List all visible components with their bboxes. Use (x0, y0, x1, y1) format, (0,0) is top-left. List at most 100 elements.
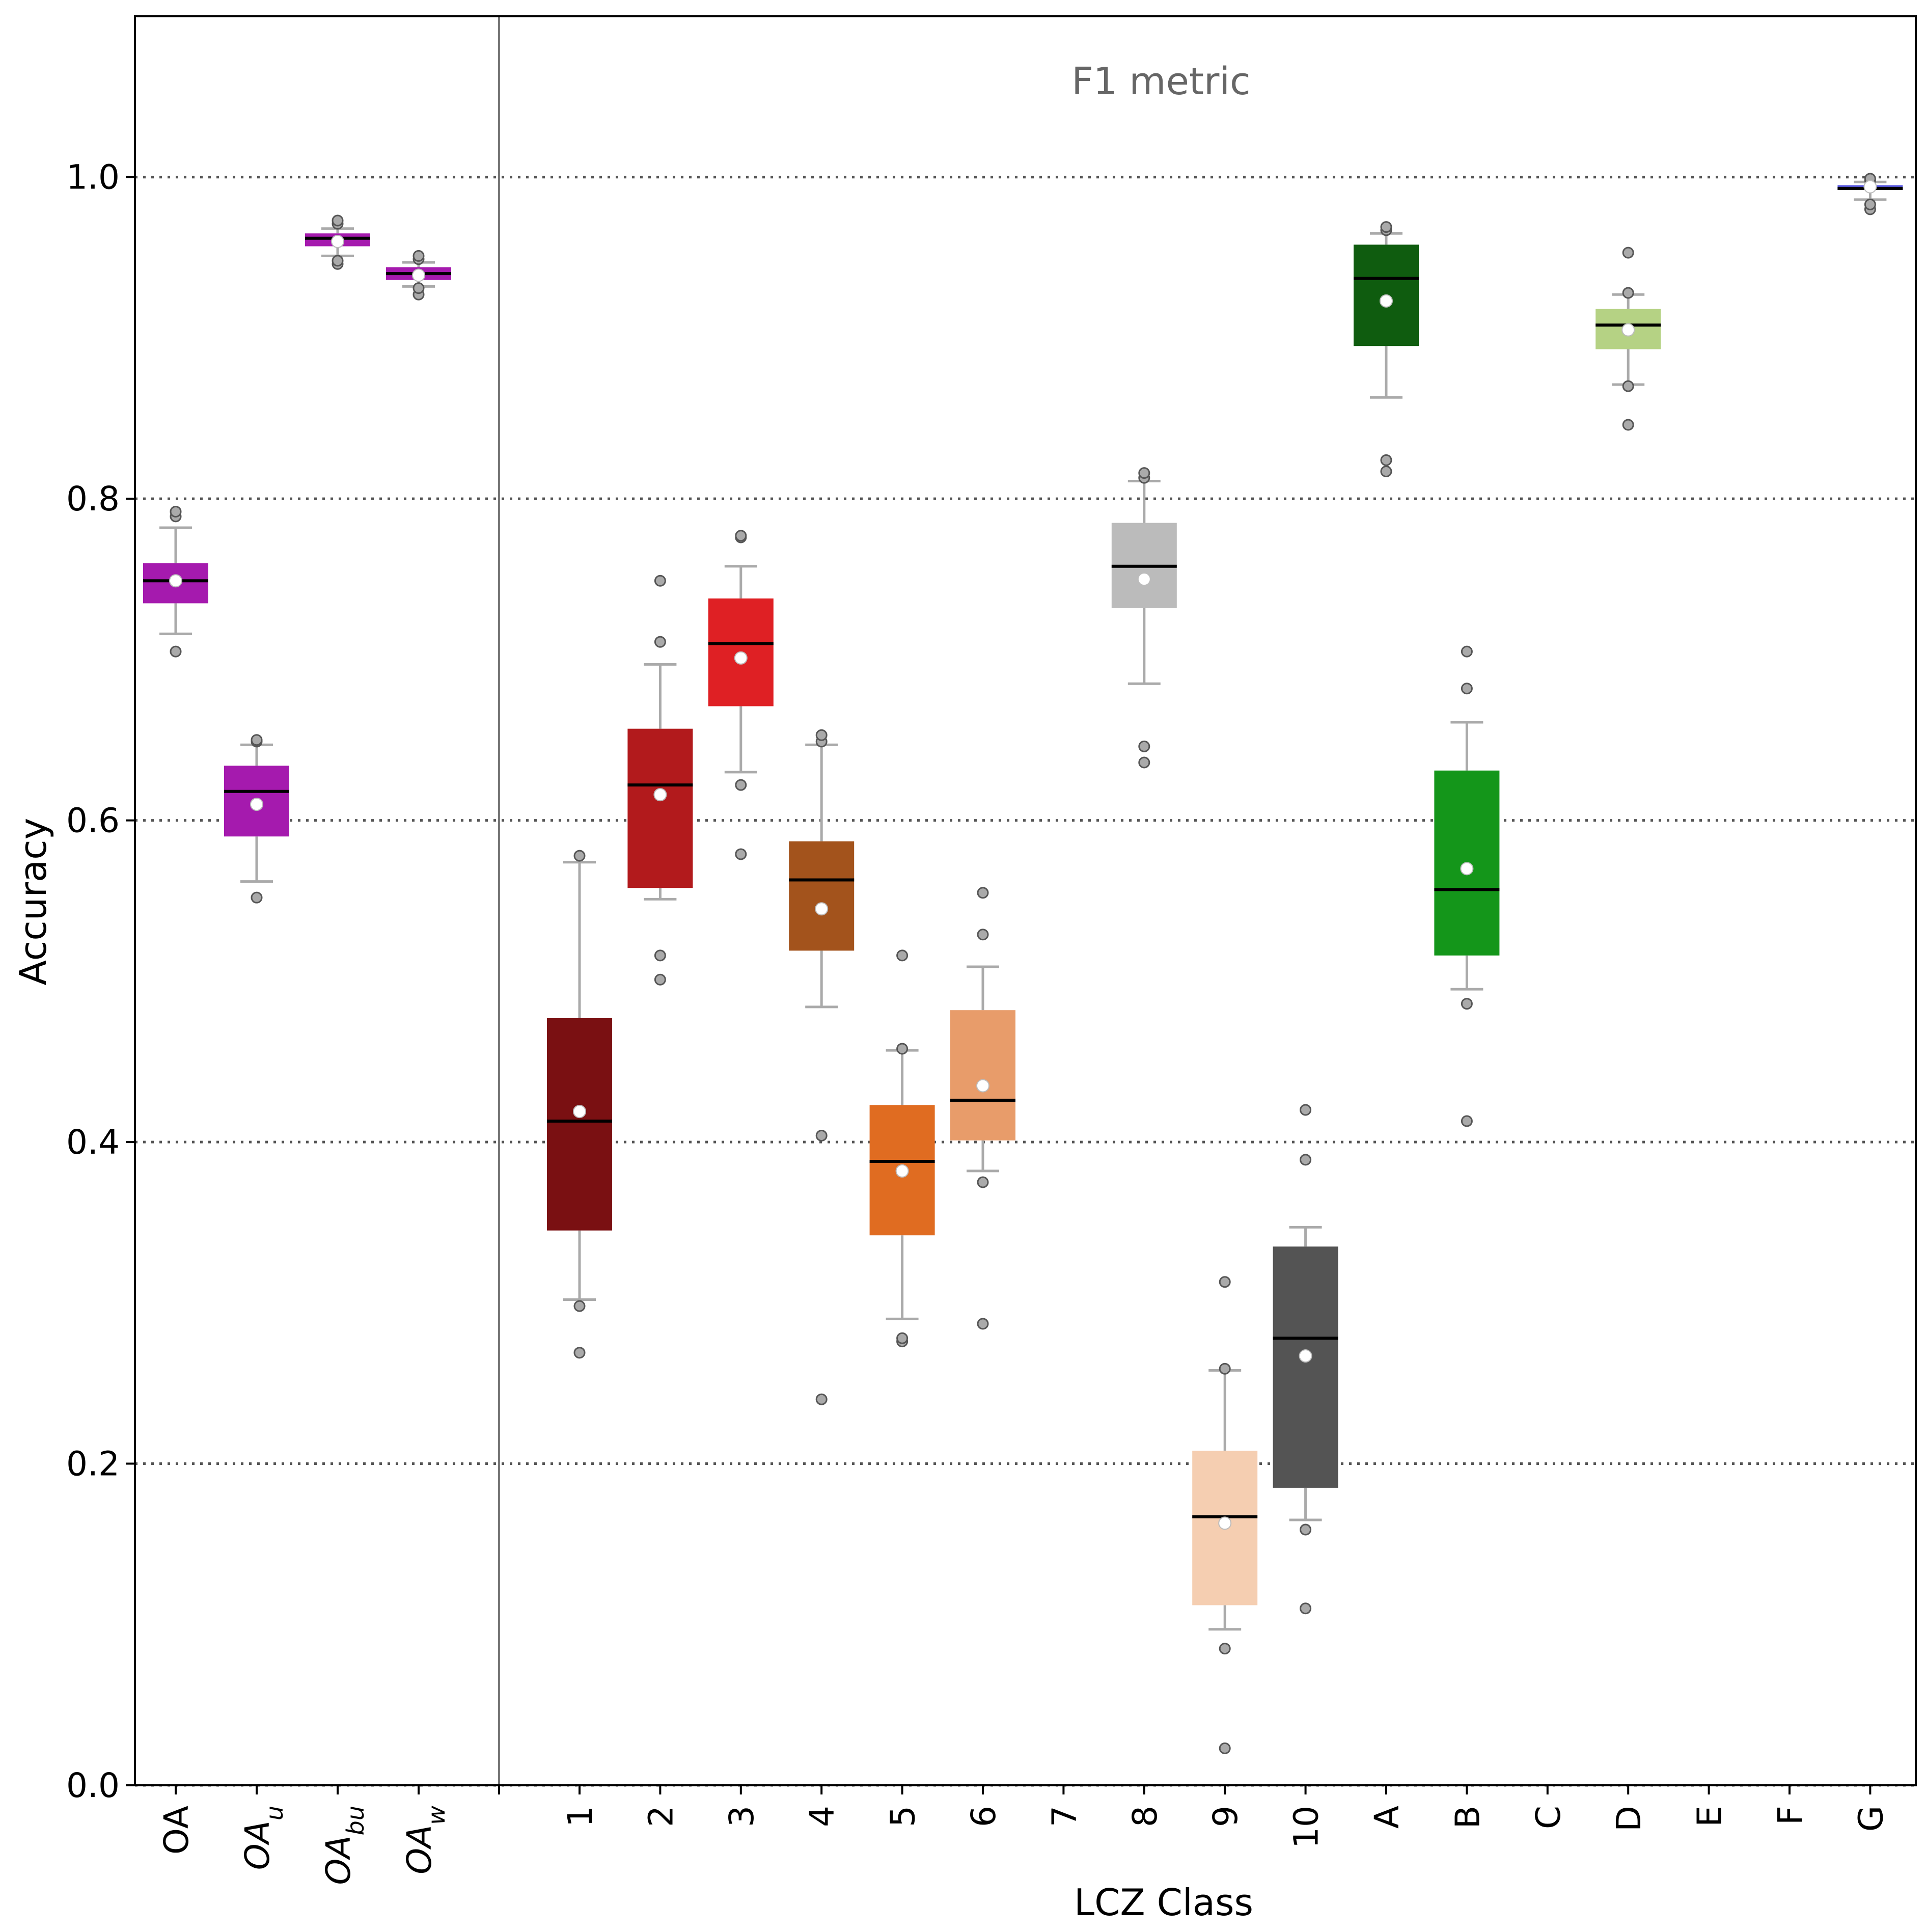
outlier-point (1138, 756, 1150, 769)
boxes (143, 173, 1903, 1754)
x-axis-label: LCZ Class (1074, 1881, 1253, 1924)
mean-marker (412, 268, 425, 282)
x-tick-label: 3 (722, 1806, 761, 1827)
outlier-point (977, 1176, 989, 1188)
mean-marker (169, 574, 182, 588)
x-tick-label: 7 (1044, 1806, 1084, 1827)
mean-marker (1137, 573, 1151, 586)
box-5 (869, 949, 935, 1348)
mean-marker (1621, 323, 1635, 337)
outlier-point (332, 214, 344, 227)
box-OAbu (305, 214, 370, 270)
x-tick-label: G (1851, 1806, 1890, 1832)
mean-marker (331, 235, 344, 249)
box-9 (1192, 1276, 1258, 1754)
outlier-point (1622, 287, 1634, 299)
x-tick-label: 8 (1125, 1806, 1165, 1827)
y-tick-label: 0.8 (66, 479, 120, 519)
outlier-point (1300, 1154, 1312, 1166)
outlier-point (735, 530, 747, 542)
outlier-point (1461, 998, 1473, 1010)
mean-marker (1299, 1349, 1312, 1363)
x-tick-label: OAw (400, 1806, 450, 1874)
box-OAu (224, 734, 289, 904)
x-tick-label: 6 (964, 1806, 1003, 1827)
y-tick-label: 0.4 (66, 1123, 120, 1162)
outlier-point (1461, 683, 1473, 695)
box-body (950, 1010, 1015, 1140)
x-tick-label: F (1771, 1806, 1810, 1825)
outlier-point (412, 282, 425, 294)
outlier-point (896, 949, 909, 962)
outlier-point (977, 1318, 989, 1330)
outlier-point (896, 1043, 909, 1055)
box-body (1273, 1246, 1338, 1488)
outlier-point (1219, 1363, 1231, 1375)
x-tick-label: C (1529, 1806, 1568, 1829)
x-tick-label: OAbu (319, 1806, 369, 1885)
box-OA (143, 505, 208, 658)
mean-marker (1460, 862, 1474, 876)
outlier-point (1622, 380, 1634, 392)
box-3 (708, 530, 774, 860)
box-D (1595, 247, 1661, 431)
mean-marker (815, 902, 829, 916)
outlier-point (896, 1332, 909, 1344)
outlier-point (332, 255, 344, 267)
outlier-point (1380, 454, 1392, 466)
y-tick-label: 0.0 (66, 1766, 120, 1805)
outlier-point (412, 250, 425, 262)
outlier-point (1219, 1643, 1231, 1655)
box-10 (1273, 1104, 1338, 1615)
outlier-point (1300, 1104, 1312, 1116)
box-8 (1111, 467, 1177, 769)
x-tick-label: B (1448, 1806, 1487, 1829)
outlier-point (1138, 467, 1150, 479)
outlier-point (815, 729, 828, 741)
outlier-point (1300, 1523, 1312, 1536)
ticks: 0.0 0.2 0.4 0.6 0.8 1.0 OA OAu OAbu OAw 1 2 3 4 5 6 7 8 9 1… (66, 158, 1890, 1885)
box-G (1837, 173, 1903, 215)
outlier-point (977, 929, 989, 941)
x-tick-label: A (1367, 1806, 1407, 1829)
box-1 (547, 850, 612, 1359)
box-6 (950, 887, 1015, 1330)
x-tick-label: 1 (561, 1806, 600, 1827)
y-tick-label: 0.2 (66, 1445, 120, 1484)
mean-marker (1218, 1516, 1232, 1530)
y-tick-label: 0.6 (66, 801, 120, 840)
outlier-point (251, 891, 263, 904)
x-tick-label: OAu (238, 1806, 288, 1870)
plot-frame (134, 15, 1917, 1786)
outlier-point (170, 645, 182, 658)
outlier-point (977, 887, 989, 899)
box-B (1434, 645, 1500, 1127)
x-tick-label: 2 (641, 1806, 680, 1827)
x-tick-label: 9 (1206, 1806, 1245, 1827)
outlier-point (654, 575, 666, 587)
box-4 (789, 729, 855, 1405)
outlier-point (170, 505, 182, 518)
box-body (547, 1018, 612, 1231)
mean-marker (734, 651, 748, 665)
mean-marker (653, 788, 667, 802)
x-tick-label: 4 (803, 1806, 842, 1827)
outlier-point (815, 1129, 828, 1141)
outlier-point (1461, 1115, 1473, 1127)
y-axis-label: Accuracy (12, 818, 54, 986)
plot-border (134, 15, 1917, 1786)
outlier-point (1380, 221, 1392, 233)
outlier-point (1461, 645, 1473, 658)
mean-marker (250, 798, 263, 811)
outlier-point (1380, 466, 1392, 478)
outlier-point (1219, 1276, 1231, 1288)
box-body (789, 841, 855, 951)
outlier-point (573, 1300, 586, 1312)
mean-marker (895, 1164, 909, 1178)
outlier-point (1622, 419, 1634, 431)
chart-annotation: F1 metric (1071, 60, 1250, 103)
x-tick-label: 10 (1287, 1806, 1326, 1848)
outlier-point (654, 636, 666, 648)
outlier-point (654, 973, 666, 986)
